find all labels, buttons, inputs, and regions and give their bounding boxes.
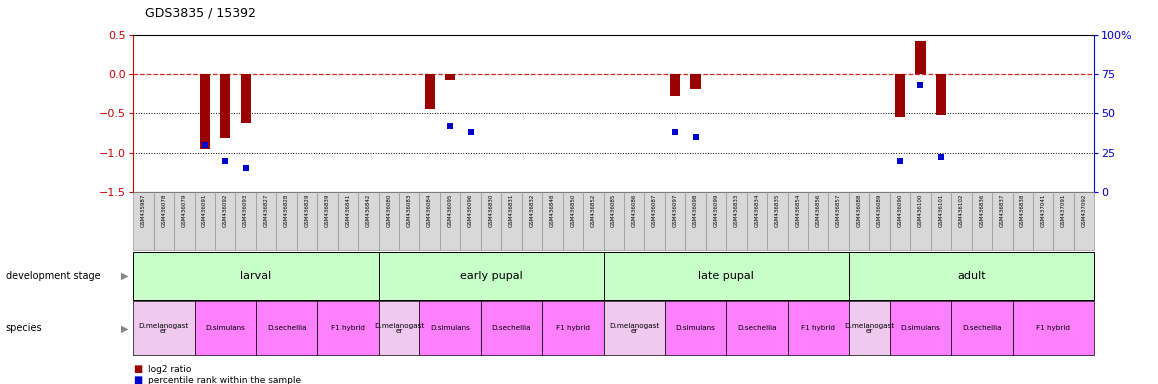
Bar [445, 74, 455, 80]
Text: adult: adult [958, 270, 985, 281]
Text: GSM436838: GSM436838 [1020, 193, 1025, 227]
Text: D.simulans: D.simulans [205, 325, 245, 331]
Bar [936, 74, 946, 115]
Text: GSM436102: GSM436102 [959, 193, 963, 227]
Text: GSM436096: GSM436096 [468, 193, 474, 227]
Text: GSM437091: GSM437091 [1061, 193, 1067, 227]
Text: F1 hybrid: F1 hybrid [1036, 325, 1070, 331]
Text: GSM436852: GSM436852 [591, 193, 595, 227]
Text: GSM436099: GSM436099 [713, 193, 718, 227]
Text: GSM436095: GSM436095 [448, 193, 453, 227]
Text: GSM436848: GSM436848 [550, 193, 555, 227]
Text: D.melanogast
er: D.melanogast er [374, 323, 424, 334]
Text: larval: larval [240, 270, 271, 281]
Text: late pupal: late pupal [698, 270, 754, 281]
Text: GSM436090: GSM436090 [897, 193, 902, 227]
Text: early pupal: early pupal [460, 270, 522, 281]
Text: species: species [6, 323, 43, 333]
Text: percentile rank within the sample: percentile rank within the sample [148, 376, 301, 384]
Text: GSM436827: GSM436827 [264, 193, 269, 227]
Text: GSM436086: GSM436086 [632, 193, 637, 227]
Text: D.melanogast
er: D.melanogast er [609, 323, 659, 334]
Text: GSM436084: GSM436084 [427, 193, 432, 227]
Text: GSM436100: GSM436100 [918, 193, 923, 227]
Text: GSM436837: GSM436837 [999, 193, 1005, 227]
Text: D.melanogast
er: D.melanogast er [139, 323, 189, 334]
Text: ■: ■ [133, 375, 142, 384]
Text: GSM436842: GSM436842 [366, 193, 371, 227]
Text: F1 hybrid: F1 hybrid [801, 325, 835, 331]
Text: GSM436834: GSM436834 [754, 193, 760, 227]
Text: ▶: ▶ [122, 270, 129, 281]
Text: ▶: ▶ [122, 323, 129, 333]
Text: D.sechellia: D.sechellia [266, 325, 307, 331]
Text: GSM437041: GSM437041 [1041, 193, 1046, 227]
Bar [895, 74, 906, 117]
Text: D.simulans: D.simulans [901, 325, 940, 331]
Text: GSM436083: GSM436083 [406, 193, 412, 227]
Text: GSM436850: GSM436850 [571, 193, 576, 227]
Text: GSM436078: GSM436078 [161, 193, 167, 227]
Text: GSM436087: GSM436087 [652, 193, 657, 227]
Bar [690, 74, 701, 89]
Text: GSM436839: GSM436839 [325, 193, 330, 227]
Text: GSM436854: GSM436854 [796, 193, 800, 227]
Text: F1 hybrid: F1 hybrid [556, 325, 589, 331]
Text: log2 ratio: log2 ratio [148, 365, 191, 374]
Text: D.simulans: D.simulans [675, 325, 716, 331]
Text: GSM436089: GSM436089 [877, 193, 882, 227]
Text: GSM436829: GSM436829 [305, 193, 309, 227]
Text: GSM436098: GSM436098 [692, 193, 698, 227]
Text: D.simulans: D.simulans [431, 325, 470, 331]
Text: D.sechellia: D.sechellia [492, 325, 532, 331]
Text: GSM436080: GSM436080 [387, 193, 391, 227]
Text: D.sechellia: D.sechellia [738, 325, 777, 331]
Text: ■: ■ [133, 364, 142, 374]
Text: GSM436836: GSM436836 [980, 193, 984, 227]
Text: GSM436091: GSM436091 [203, 193, 207, 227]
Text: GSM436831: GSM436831 [510, 193, 514, 227]
Text: GSM436092: GSM436092 [222, 193, 228, 227]
Text: GSM436856: GSM436856 [815, 193, 821, 227]
Bar [241, 74, 251, 123]
Text: F1 hybrid: F1 hybrid [331, 325, 365, 331]
Text: development stage: development stage [6, 270, 101, 281]
Text: GSM437092: GSM437092 [1082, 193, 1086, 227]
Text: GSM436101: GSM436101 [938, 193, 944, 227]
Bar [220, 74, 230, 139]
Bar [915, 41, 925, 74]
Bar [425, 74, 434, 109]
Text: GSM436085: GSM436085 [611, 193, 616, 227]
Text: GSM436835: GSM436835 [775, 193, 779, 227]
Text: GSM436079: GSM436079 [182, 193, 186, 227]
Text: GSM436097: GSM436097 [673, 193, 677, 227]
Bar [199, 74, 210, 149]
Text: GSM436833: GSM436833 [734, 193, 739, 227]
Text: GSM436830: GSM436830 [489, 193, 493, 227]
Text: GSM436857: GSM436857 [836, 193, 841, 227]
Text: D.sechellia: D.sechellia [962, 325, 1002, 331]
Text: GSM436093: GSM436093 [243, 193, 248, 227]
Text: GSM436832: GSM436832 [529, 193, 535, 227]
Text: GDS3835 / 15392: GDS3835 / 15392 [145, 6, 256, 19]
Text: GSM436841: GSM436841 [345, 193, 351, 227]
Text: GSM436828: GSM436828 [284, 193, 290, 227]
Text: GSM436088: GSM436088 [857, 193, 862, 227]
Text: D.melanogast
er: D.melanogast er [844, 323, 894, 334]
Bar [670, 74, 680, 96]
Text: GSM435987: GSM435987 [141, 193, 146, 227]
